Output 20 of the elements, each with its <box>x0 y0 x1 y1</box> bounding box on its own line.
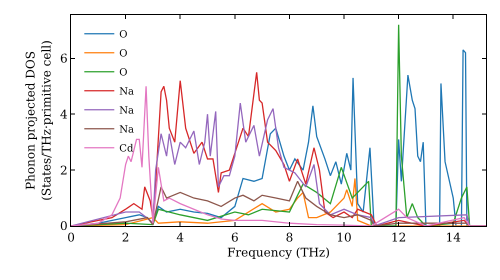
legend-label: Na <box>119 86 134 98</box>
x-tick-label: 12 <box>390 230 406 244</box>
legend-label: O <box>119 68 128 79</box>
x-tick-label: 8 <box>286 230 294 244</box>
y-tick-label: 0 <box>60 219 68 234</box>
y-tick-label: 6 <box>60 52 68 66</box>
legend-label: Na <box>119 124 134 136</box>
x-tick-label: 14 <box>446 230 462 244</box>
x-tick-label: 6 <box>231 230 239 244</box>
legend-label: O <box>119 30 128 41</box>
y-tick-label: 2 <box>60 163 68 178</box>
legend-label: Na <box>119 106 134 117</box>
x-tick-label: 4 <box>176 230 184 244</box>
y-tick-label: 4 <box>60 107 68 122</box>
x-tick-label: 10 <box>336 230 352 244</box>
x-tick-label: 2 <box>122 230 130 244</box>
x-axis-title: Frequency (THz) <box>227 245 330 260</box>
y-axis-title: Phonon projected DOS (States/THz·primitive cell) <box>24 40 54 201</box>
legend-label: O <box>119 48 128 60</box>
legend-label: Cd <box>119 144 134 155</box>
